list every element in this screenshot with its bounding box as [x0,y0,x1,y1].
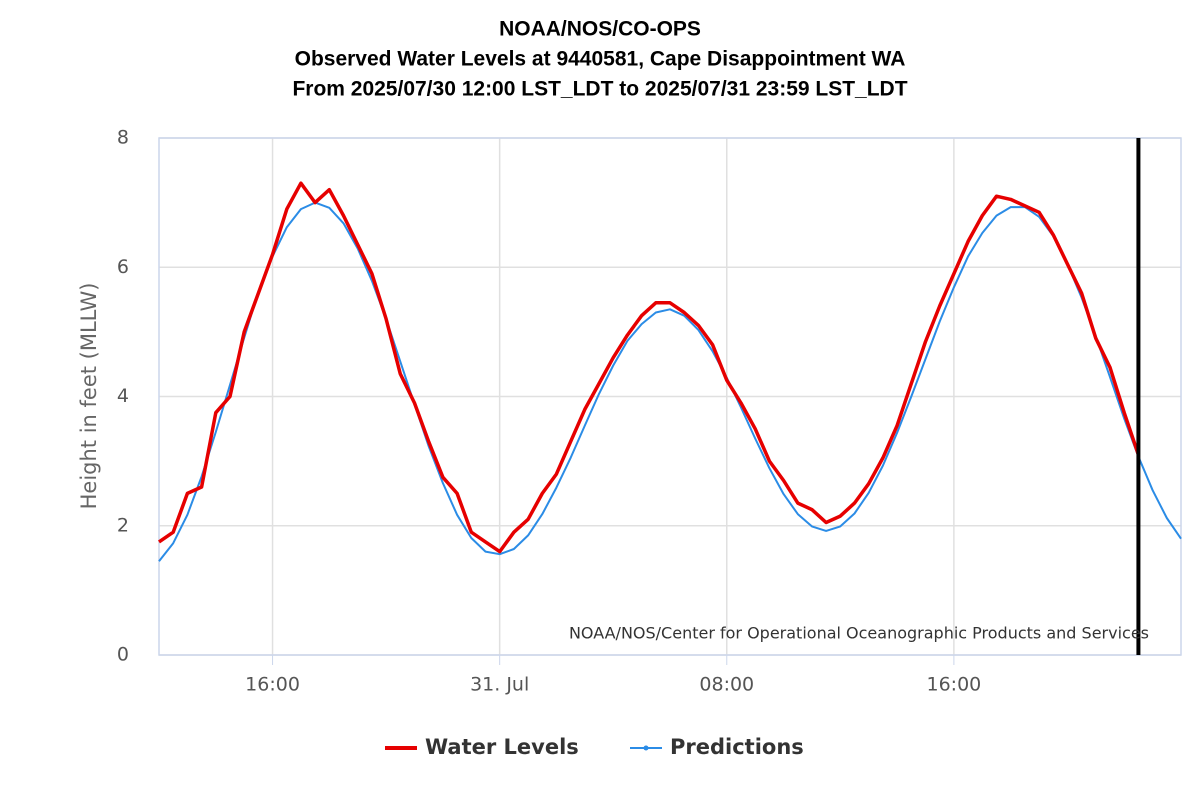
x-tick-label: 16:00 [927,674,982,696]
x-tick-label: 31. Jul [470,674,529,696]
y-tick-label: 8 [117,127,129,149]
credits: NOAA/NOS/Center for Operational Oceanogr… [569,624,1149,643]
legend-item: Predictions [630,735,804,759]
legend-label: Predictions [670,735,804,759]
series-line [158,181,1141,554]
legend-item: Water Levels [385,735,579,759]
y-tick-label: 2 [117,514,129,536]
y-axis-label: Height in feet (MLLW) [77,283,101,510]
plot-border [158,137,1182,656]
y-tick-label: 4 [117,385,129,407]
y-tick-label: 0 [117,644,129,666]
chart-title: NOAA/NOS/CO-OPS [499,18,701,41]
series-line [158,201,1182,562]
legend-marker [643,745,649,751]
x-tick-label: 16:00 [245,674,300,696]
x-tick-label: 08:00 [699,674,754,696]
legend-label: Water Levels [425,735,579,759]
chart-title: From 2025/07/30 12:00 LST_LDT to 2025/07… [292,78,907,101]
y-tick-label: 6 [117,256,129,278]
chart-title: Observed Water Levels at 9440581, Cape D… [295,48,906,71]
